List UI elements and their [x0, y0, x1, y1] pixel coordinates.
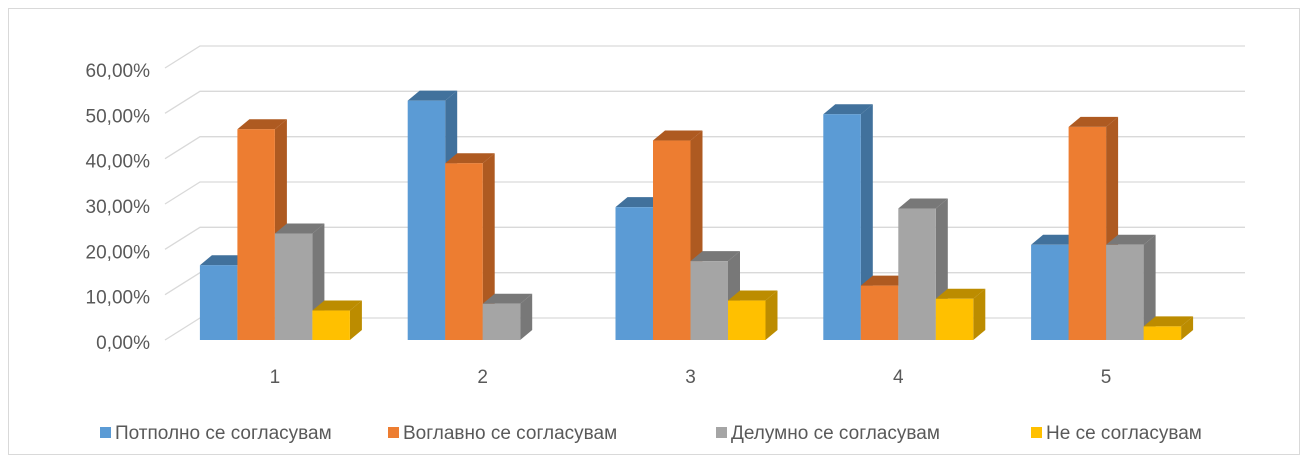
bar-top — [1068, 116, 1119, 127]
bar-top — [1031, 234, 1081, 245]
bar-front — [1106, 244, 1144, 340]
legend-swatch — [388, 427, 399, 438]
x-tick-label: 1 — [270, 367, 281, 388]
bar-top — [653, 130, 703, 141]
legend-label: Не се согласувам — [1046, 423, 1202, 444]
y-tick-label: 30,00% — [86, 197, 151, 218]
bar-top — [728, 290, 778, 301]
bar-top — [237, 119, 287, 130]
bar — [653, 130, 703, 340]
bar-top — [274, 223, 325, 234]
bar-front — [199, 265, 238, 340]
bar-front — [1031, 244, 1069, 340]
x-tick-label: 5 — [1101, 367, 1112, 388]
bar-front — [445, 163, 483, 340]
bar-side — [482, 153, 495, 340]
bar-front — [728, 300, 766, 340]
bar — [1106, 234, 1156, 340]
legend-label: Потполно се согласувам — [115, 423, 332, 444]
bar-top — [407, 90, 458, 101]
legend-swatch — [1031, 427, 1042, 438]
bar-top — [823, 104, 873, 115]
bar-front — [823, 114, 861, 341]
grid-line — [164, 136, 1245, 160]
bar-top — [1143, 316, 1194, 327]
bar-top — [690, 251, 740, 262]
bar-front — [482, 303, 521, 340]
bar-front — [935, 298, 974, 340]
bar-front — [274, 233, 313, 340]
grid-line — [164, 90, 1245, 114]
bar-side — [1143, 234, 1156, 340]
y-tick-label: 60,00% — [86, 61, 151, 82]
y-tick-label: 10,00% — [86, 288, 151, 309]
legend-swatch — [716, 427, 727, 438]
bar-top — [445, 153, 495, 164]
bar — [312, 300, 362, 340]
bar-front — [312, 310, 350, 340]
bar-top — [860, 275, 911, 286]
bar-front — [898, 208, 936, 340]
bar-top — [482, 293, 533, 304]
x-tick-label: 4 — [893, 367, 904, 388]
bar — [1068, 116, 1119, 340]
y-tick-label: 20,00% — [86, 242, 151, 263]
legend-label: Делумно се согласувам — [731, 423, 940, 444]
bar-side — [973, 288, 986, 340]
y-tick-label: 50,00% — [86, 106, 151, 127]
bar — [274, 223, 325, 340]
bar-front — [860, 285, 899, 340]
bar-side — [1181, 316, 1194, 340]
bar-top — [199, 255, 250, 266]
bar-top — [935, 288, 986, 299]
bar-front — [690, 261, 728, 340]
bar — [728, 290, 778, 340]
bar-top — [312, 300, 362, 311]
bar-side — [349, 300, 362, 340]
bar-side — [765, 290, 778, 340]
grid-line — [164, 226, 1245, 250]
x-tick-label: 3 — [685, 367, 696, 388]
bar-top — [615, 197, 665, 208]
bar-top — [898, 198, 948, 209]
bar — [445, 153, 495, 340]
bar — [935, 288, 986, 340]
bar — [482, 293, 533, 340]
bar-front — [1068, 126, 1107, 340]
y-tick-label: 0,00% — [96, 333, 150, 354]
bar — [1143, 316, 1194, 340]
bar-front — [237, 129, 275, 340]
bar-front — [615, 207, 653, 340]
bar-top — [1106, 234, 1156, 245]
grid-line — [164, 181, 1245, 205]
y-tick-label: 40,00% — [86, 152, 151, 173]
legend-swatch — [100, 427, 111, 438]
legend-label: Воглавно се согласувам — [403, 423, 617, 444]
bar-front — [1143, 326, 1182, 340]
bar-front — [653, 140, 691, 340]
bar — [823, 104, 873, 341]
bar-side — [520, 293, 533, 340]
x-tick-label: 2 — [477, 367, 488, 388]
bar-front — [407, 100, 446, 340]
grid-line — [164, 45, 1245, 69]
